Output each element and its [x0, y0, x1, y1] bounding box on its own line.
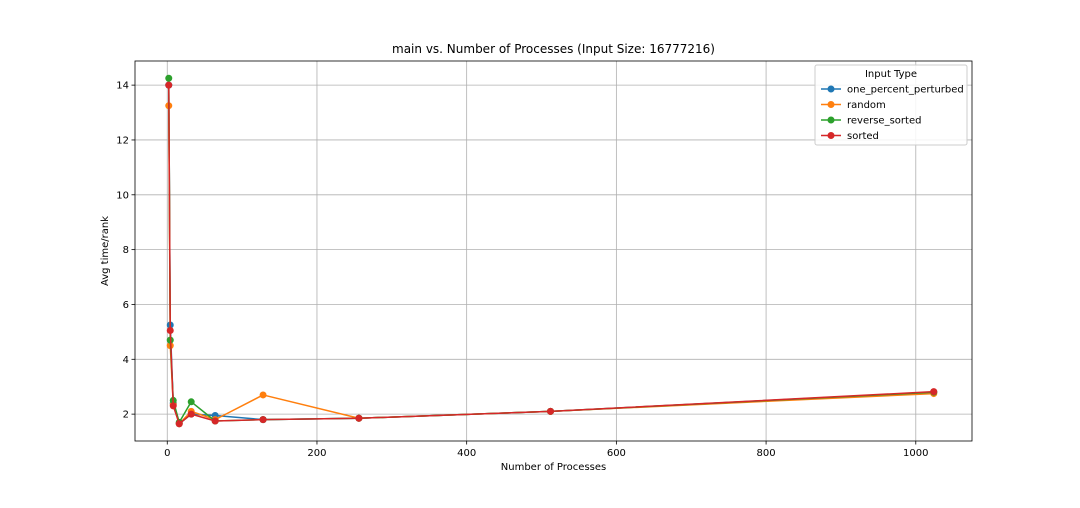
legend-swatch-marker	[827, 85, 835, 93]
y-tick-label: 10	[116, 190, 129, 201]
data-point	[169, 402, 177, 410]
series-layer	[165, 74, 938, 428]
legend-entry: reverse_sorted	[821, 116, 921, 127]
y-tick-label: 12	[116, 135, 129, 146]
plot-area-frame	[134, 60, 973, 442]
x-tick-label: 800	[757, 448, 776, 459]
grid-layer	[135, 61, 972, 441]
legend-swatch-marker	[827, 132, 835, 139]
x-tick-label: 0	[164, 448, 170, 459]
series-sorted	[165, 81, 938, 428]
data-point	[547, 407, 555, 415]
legend-entry: one_percent_perturbed	[821, 85, 964, 96]
legend-box	[814, 64, 968, 146]
data-point	[259, 416, 267, 424]
legend-label: reverse_sorted	[847, 116, 921, 127]
x-axis-label: Number of Processes	[501, 462, 606, 473]
legend-swatch-marker	[827, 101, 835, 108]
legend-entry: random	[821, 100, 886, 111]
legend-entry: sorted	[821, 131, 879, 142]
x-tick-label: 200	[307, 448, 326, 459]
legend-label: random	[847, 100, 886, 111]
data-point	[187, 410, 195, 418]
x-tick-label: 1000	[903, 448, 928, 459]
y-axis-label: Avg time/rank	[100, 216, 111, 286]
data-point	[165, 81, 173, 89]
y-tick-label: 14	[116, 81, 129, 92]
legend-swatch-marker	[827, 116, 835, 124]
y-tick-label: 2	[123, 410, 129, 421]
data-point	[187, 398, 195, 406]
data-point	[211, 417, 219, 425]
data-point	[930, 388, 938, 396]
legend-title: Input Type	[865, 69, 917, 80]
data-point	[259, 391, 267, 399]
y-tick-label: 8	[123, 245, 129, 256]
data-point	[355, 414, 363, 422]
legend-label: sorted	[847, 131, 879, 142]
data-point	[166, 327, 174, 335]
tick-layer: 0 200 400 600 800 1000 2 4 6 8 10 12 14	[116, 81, 928, 459]
series-line	[168, 85, 934, 425]
y-tick-label: 6	[123, 300, 129, 311]
y-tick-label: 4	[123, 355, 129, 366]
legend-label: one_percent_perturbed	[847, 85, 964, 96]
data-point	[175, 420, 183, 428]
x-tick-label: 600	[607, 448, 626, 459]
chart-title: main vs. Number of Processes (Input Size…	[392, 42, 715, 56]
x-tick-label: 400	[457, 448, 476, 459]
data-point	[165, 74, 173, 82]
